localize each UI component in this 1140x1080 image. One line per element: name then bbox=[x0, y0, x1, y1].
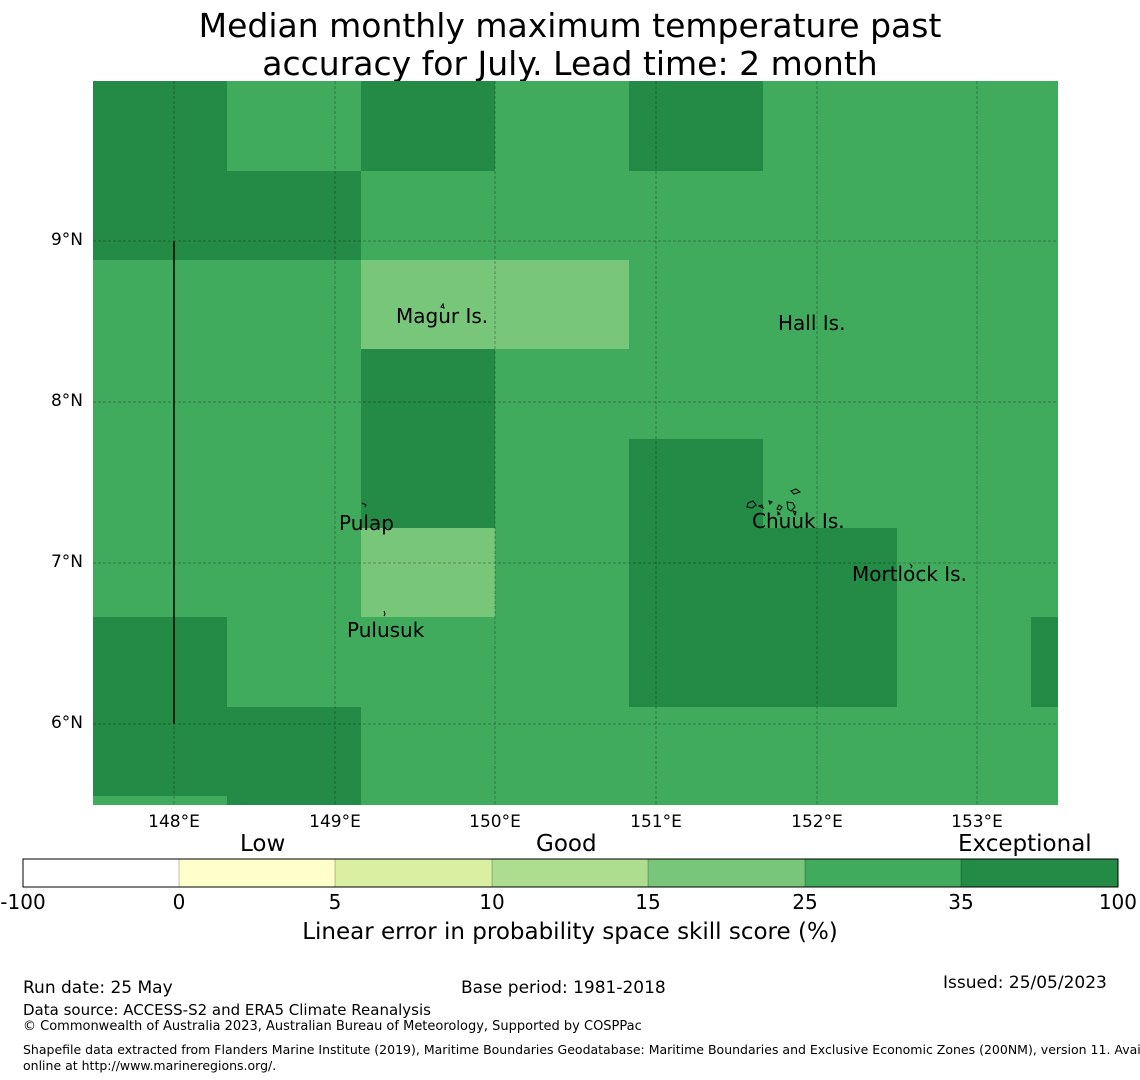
colorbar bbox=[22, 858, 1119, 888]
data-source: Data source: ACCESS-S2 and ERA5 Climate … bbox=[23, 1001, 431, 1019]
place-label-chuuk: Chuuk Is. bbox=[752, 509, 845, 533]
colorbar-frame bbox=[22, 858, 1119, 888]
exceptional-cells bbox=[93, 81, 1058, 805]
colorbar-tick: 100 bbox=[1098, 890, 1137, 914]
lon-tick-153e: 153°E bbox=[951, 812, 1003, 832]
map-title-line2: accuracy for July. Lead time: 2 month bbox=[262, 44, 878, 83]
colorbar-segment bbox=[23, 859, 179, 887]
colorbar-tick: 35 bbox=[948, 890, 974, 914]
lon-tick-149e: 149°E bbox=[309, 812, 361, 832]
colorbar-tick: 15 bbox=[635, 890, 661, 914]
grid-cell bbox=[93, 81, 227, 171]
place-label-pulap: Pulap bbox=[339, 511, 394, 535]
place-label-hall: Hall Is. bbox=[778, 311, 845, 335]
grid-cell bbox=[763, 528, 897, 707]
colorbar-category-exceptional: Exceptional bbox=[958, 831, 1092, 857]
place-label-magur: Magur Is. bbox=[396, 304, 488, 328]
map-title-line1: Median monthly maximum temperature past bbox=[198, 6, 942, 45]
grid-cell bbox=[361, 349, 495, 528]
grid-cell bbox=[227, 707, 361, 805]
colorbar-category-low: Low bbox=[240, 831, 286, 857]
lon-tick-150e: 150°E bbox=[469, 812, 521, 832]
grid-cell bbox=[361, 81, 495, 171]
colorbar-segment bbox=[648, 859, 805, 887]
colorbar-segment bbox=[179, 859, 335, 887]
island-outlines bbox=[361, 302, 913, 617]
run-date: Run date: 25 May bbox=[23, 978, 173, 998]
colorbar-tick: 25 bbox=[792, 890, 818, 914]
colorbar-segment bbox=[492, 859, 648, 887]
grid-cell bbox=[629, 439, 763, 707]
chuuk-lagoon-outline bbox=[746, 488, 802, 517]
grid-cell bbox=[93, 171, 361, 260]
lon-tick-151e: 151°E bbox=[630, 812, 682, 832]
colorbar-tick: 0 bbox=[172, 890, 186, 914]
lat-tick-7n: 7°N bbox=[50, 552, 83, 572]
pulap-island-outline bbox=[361, 502, 367, 508]
colorbar-label: Linear error in probability space skill … bbox=[302, 919, 838, 945]
grid-cell bbox=[629, 81, 763, 171]
colorbar-tick: 10 bbox=[479, 890, 505, 914]
shapefile-credit-line2: online at http://www.marineregions.org/. bbox=[23, 1058, 277, 1073]
colorbar-segment bbox=[961, 859, 1118, 887]
place-label-mortlock: Mortlock Is. bbox=[852, 562, 967, 586]
grid-cell bbox=[1031, 617, 1058, 707]
place-labels: Magur Is. Hall Is. Pulap Chuuk Is. Mortl… bbox=[339, 304, 967, 642]
lon-tick-152e: 152°E bbox=[791, 812, 843, 832]
grid-cell bbox=[361, 260, 629, 349]
colorbar-tick: -100 bbox=[0, 890, 46, 914]
colorbar-segment bbox=[805, 859, 961, 887]
colorbar-tick: 5 bbox=[328, 890, 342, 914]
copyright: © Commonwealth of Australia 2023, Austra… bbox=[23, 1019, 642, 1034]
lon-tick-148e: 148°E bbox=[148, 812, 200, 832]
lat-tick-9n: 9°N bbox=[50, 230, 83, 250]
base-period: Base period: 1981-2018 bbox=[461, 978, 666, 998]
magur-island-outline bbox=[440, 302, 445, 309]
shapefile-credit-line1: Shapefile data extracted from Flanders M… bbox=[23, 1042, 1140, 1057]
lat-tick-6n: 6°N bbox=[50, 713, 83, 733]
pulusuk-island-outline bbox=[383, 610, 386, 617]
issued-date: Issued: 25/05/2023 bbox=[943, 973, 1107, 993]
mortlock-island-outline bbox=[909, 563, 913, 569]
colorbar-segment bbox=[335, 859, 492, 887]
good-cells bbox=[361, 260, 629, 617]
colorbar-category-good: Good bbox=[536, 831, 597, 857]
skill-map: Magur Is. Hall Is. Pulap Chuuk Is. Mortl… bbox=[93, 81, 1058, 805]
grid-cell bbox=[361, 528, 495, 617]
place-label-pulusuk: Pulusuk bbox=[347, 618, 425, 642]
lat-tick-8n: 8°N bbox=[50, 391, 83, 411]
grid-cell bbox=[93, 796, 227, 805]
grid-cell bbox=[93, 617, 227, 805]
